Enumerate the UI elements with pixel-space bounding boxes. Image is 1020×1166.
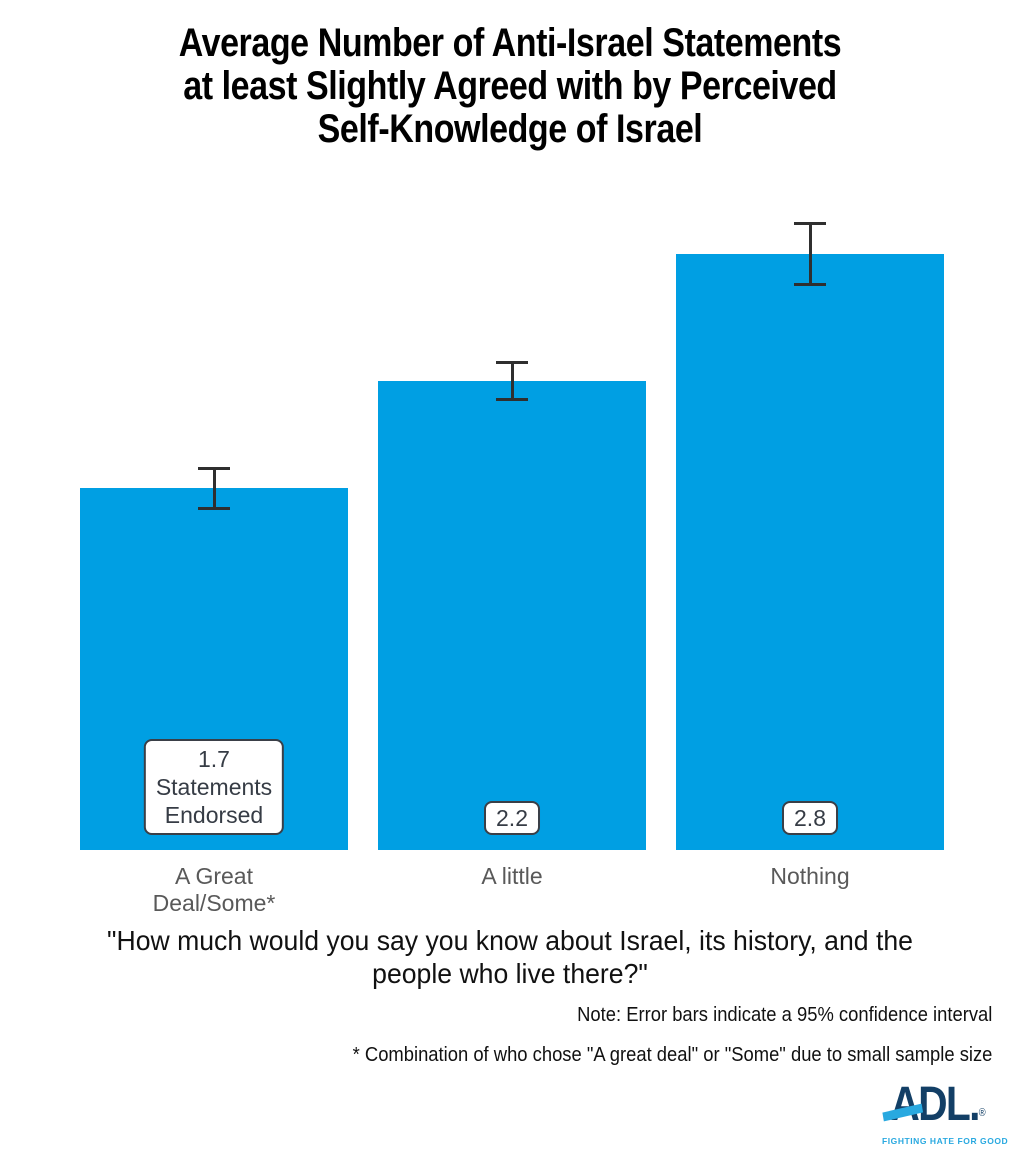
bar-value-label: 1.7 Statements Endorsed: [143, 739, 285, 835]
bar-value-label-line: Endorsed: [164, 802, 264, 828]
bar-3: 2.8: [676, 254, 944, 850]
bar-value-label-line: 2.8: [794, 805, 826, 831]
error-bar-stem: [510, 364, 514, 398]
bar-value-label-line: 1.7: [198, 746, 230, 772]
error-bar-stem: [808, 225, 812, 283]
adl-wordmark-text: ADL.: [890, 1078, 980, 1131]
bar-value-label: 2.8: [782, 801, 838, 835]
survey-question: "How much would you say you know about I…: [26, 924, 995, 990]
adl-tagline: FIGHTING HATE FOR GOOD: [882, 1136, 1009, 1146]
confidence-interval-note: Note: Error bars indicate a 95% confiden…: [576, 1004, 992, 1026]
bar-value-label: 2.2: [484, 801, 540, 835]
bar-value-label-line: Statements: [155, 774, 273, 800]
chart-title-line-2: at least Slightly Agreed with by Perceiv…: [183, 64, 837, 108]
error-bar-stem: [212, 470, 216, 507]
x-axis-label: A Great Deal/Some*: [152, 863, 276, 916]
error-bar: [496, 361, 528, 401]
bar-value-label-line: 2.2: [496, 805, 528, 831]
chart-title: Average Number of Anti-Israel Statements…: [77, 22, 944, 151]
survey-question-line-2: people who live there?": [372, 958, 648, 989]
footnote: * Combination of who chose "A great deal…: [352, 1044, 992, 1066]
survey-question-line-1: "How much would you say you know about I…: [107, 925, 913, 956]
error-bar: [794, 222, 826, 286]
registered-mark-icon: ®: [978, 1107, 986, 1119]
bar-2: 2.2: [378, 381, 646, 850]
chart-title-line-3: Self-Knowledge of Israel: [317, 107, 703, 151]
x-axis-label: A little: [481, 863, 543, 889]
error-bar: [198, 467, 230, 510]
x-axis-label: Nothing: [770, 863, 850, 889]
adl-logo: ADL.® FIGHTING HATE FOR GOOD: [882, 1081, 1009, 1147]
chart-title-line-1: Average Number of Anti-Israel Statements: [178, 21, 842, 65]
bar-1: 1.7 Statements Endorsed: [80, 488, 348, 850]
adl-wordmark: ADL.®: [882, 1081, 986, 1134]
